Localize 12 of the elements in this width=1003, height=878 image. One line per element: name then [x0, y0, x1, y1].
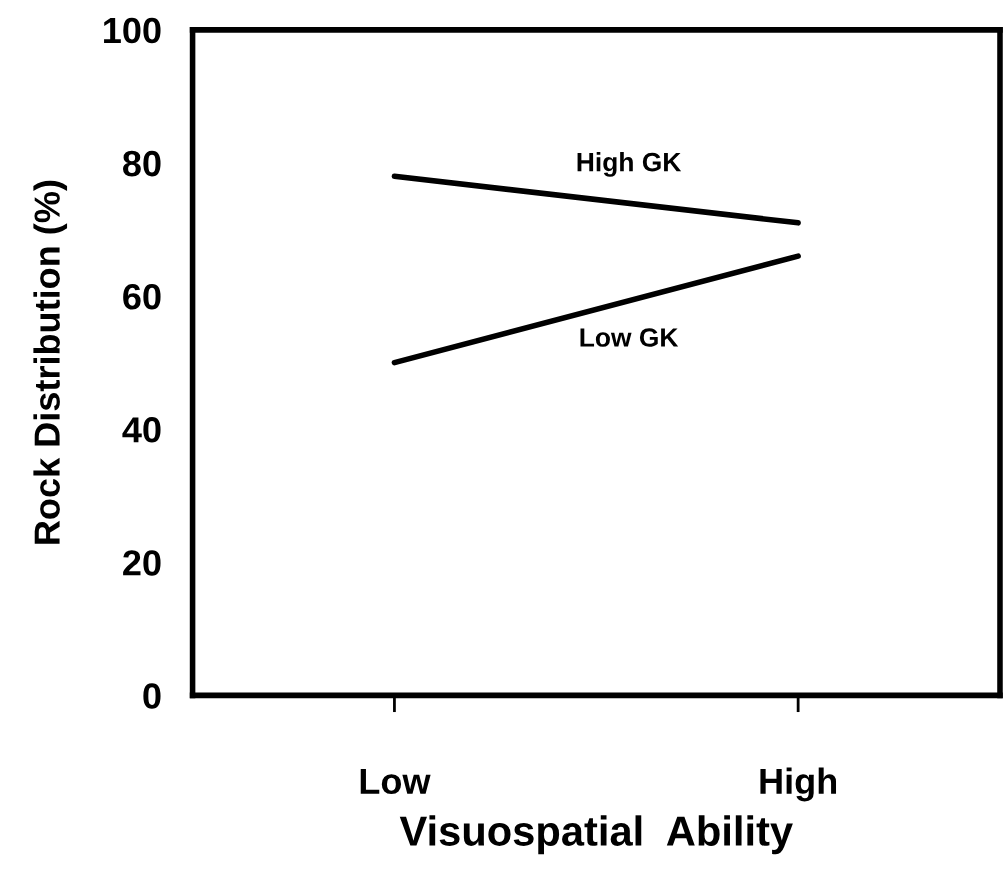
- y-tick-label: 80: [123, 150, 161, 177]
- x-tick-label: Low: [360, 768, 431, 795]
- y-tick-label: 0: [143, 683, 161, 709]
- y-axis-title: Rock Distribution (%): [33, 180, 68, 544]
- y-tick-label: 20: [123, 550, 161, 576]
- series-label: High GK: [577, 152, 682, 177]
- x-tick-label: High: [760, 767, 837, 802]
- y-tick-label: 40: [122, 417, 161, 443]
- series-label: Low GK: [580, 328, 679, 347]
- y-tick-label: 60: [123, 283, 161, 310]
- x-axis-title: Visuospatial Ability: [399, 815, 793, 855]
- y-tick-label: 100: [104, 17, 161, 44]
